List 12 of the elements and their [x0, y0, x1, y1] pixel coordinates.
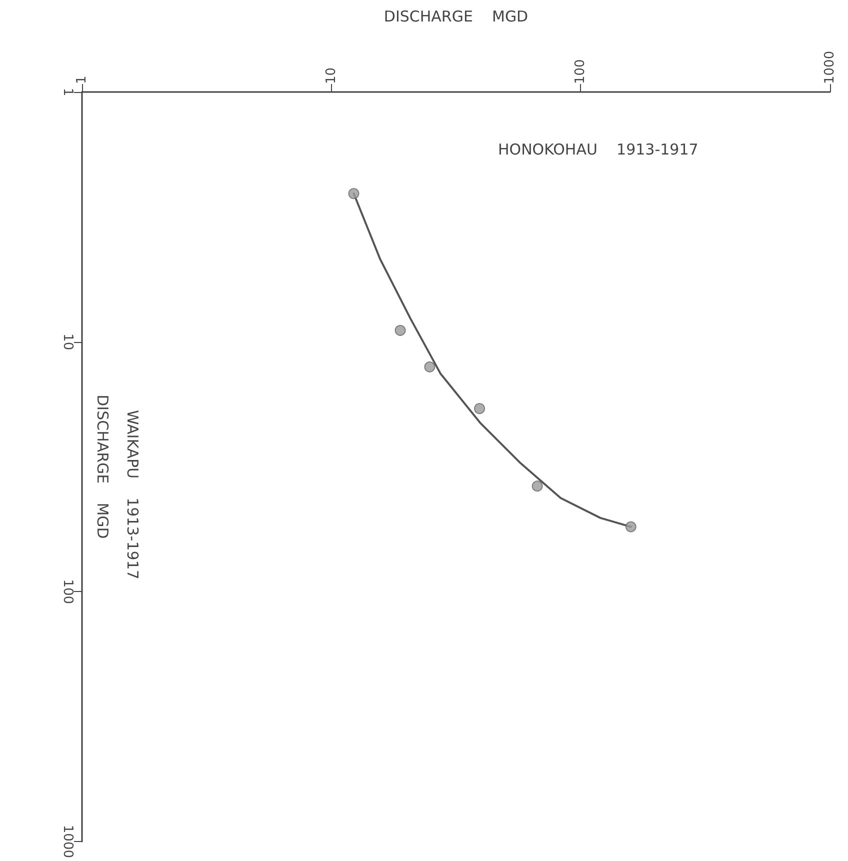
y-axis-title: DISCHARGE MGD — [94, 394, 112, 539]
y-tick-label: 1000 — [60, 824, 75, 858]
y-tick-label: 10 — [60, 334, 75, 350]
y-tick-label: 100 — [60, 579, 75, 604]
y-tick-label: 1 — [60, 88, 75, 96]
x-tick-label: 100 — [573, 59, 588, 84]
x-tick-label: 1000 — [822, 50, 838, 84]
x-tick-label: 10 — [324, 67, 339, 84]
annotation: HONOKOHAU 1913-1917 — [498, 140, 698, 158]
x-tick-label: 1 — [74, 76, 90, 84]
annotation: WAIKAPU 1913-1917 — [124, 410, 142, 580]
x-axis-title: DISCHARGE MGD — [384, 8, 528, 26]
